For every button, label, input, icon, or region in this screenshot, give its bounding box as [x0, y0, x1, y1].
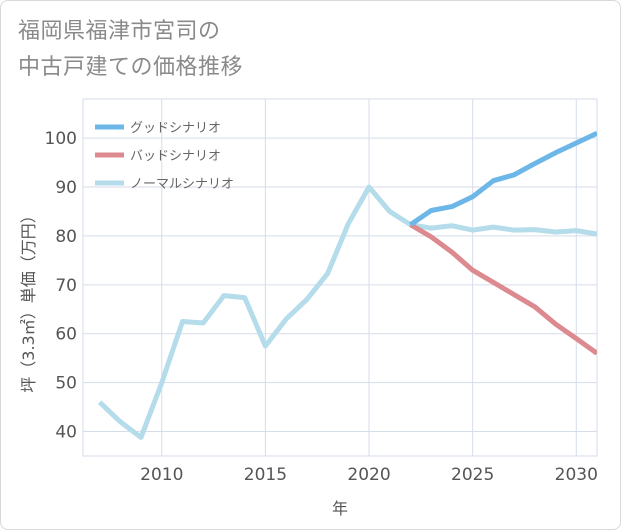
legend-label-bad: バッドシナリオ [130, 149, 221, 164]
series-line-good [409, 130, 597, 227]
y-tick-label: 60 [55, 325, 77, 345]
chart-title: 福岡県福津市宮司の 中古戸建ての価格推移 [18, 14, 243, 86]
chart-title-line2: 中古戸建ての価格推移 [18, 55, 244, 80]
grid-lines [83, 99, 597, 456]
x-axis-title: 年 [332, 499, 348, 518]
x-tick-label: 2015 [244, 465, 287, 485]
legend-label-normal: ノーマルシナリオ [130, 177, 234, 192]
tick-labels: 40 50 60 70 80 90 100 2010 2015 2020 2025 2030 [45, 129, 598, 485]
y-axis-title: 坪（3.3㎡）単価（万円） [19, 207, 38, 392]
y-tick-label: 70 [55, 276, 77, 296]
chart-title-line1: 福岡県福津市宮司の [18, 19, 221, 44]
y-tick-label: 80 [55, 227, 77, 247]
x-tick-label: 2010 [140, 465, 183, 485]
y-tick-label: 100 [45, 129, 77, 149]
y-tick-label: 40 [55, 423, 77, 443]
y-tick-label: 90 [55, 178, 77, 198]
x-tick-label: 2025 [451, 465, 494, 485]
series-lines [97, 130, 597, 440]
y-tick-label: 50 [55, 374, 77, 394]
series-line-normal [97, 184, 597, 440]
x-tick-label: 2030 [555, 465, 598, 485]
plot-area [82, 98, 598, 457]
series-line-bad [409, 222, 597, 356]
legend-label-good: グッドシナリオ [130, 121, 221, 136]
x-tick-label: 2020 [347, 465, 390, 485]
